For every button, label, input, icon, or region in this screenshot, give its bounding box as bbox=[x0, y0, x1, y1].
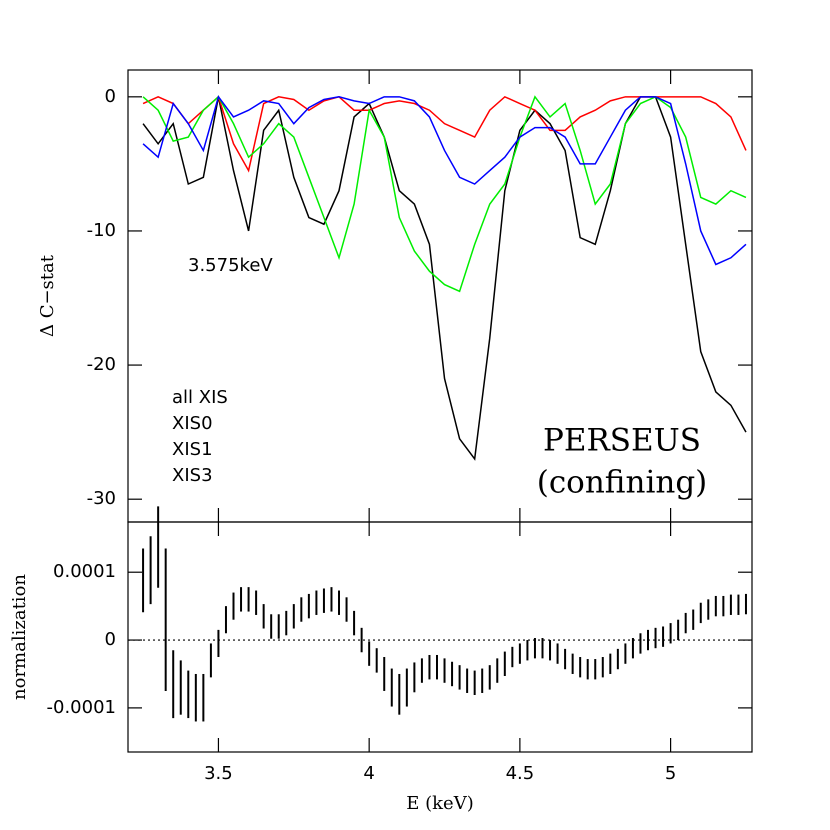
bottom-y-label: normalization bbox=[9, 574, 30, 700]
legend-entry: XIS1 bbox=[172, 439, 213, 460]
y-tick-label: 0.0001 bbox=[53, 561, 116, 582]
y-tick-label: -30 bbox=[87, 488, 116, 509]
annotation: (confining) bbox=[537, 465, 708, 501]
x-tick-label: 4 bbox=[363, 763, 374, 784]
annotation: PERSEUS bbox=[543, 423, 701, 459]
series-line bbox=[142, 95, 747, 173]
annotation: 3.575keV bbox=[188, 255, 273, 276]
x-tick-label: 5 bbox=[665, 763, 676, 784]
x-tick-label: 3.5 bbox=[204, 763, 233, 784]
y-tick-label: -10 bbox=[87, 220, 116, 241]
bottom-frame bbox=[127, 521, 753, 753]
legend-entry: all XIS bbox=[172, 387, 228, 408]
x-tick-label: 4.5 bbox=[506, 763, 535, 784]
y-tick-label: -20 bbox=[87, 354, 116, 375]
series-line bbox=[142, 95, 747, 293]
y-tick-label: 0 bbox=[105, 86, 116, 107]
series-line bbox=[142, 95, 747, 266]
y-tick-label: 0 bbox=[105, 629, 116, 650]
top-y-label: Δ C−stat bbox=[37, 254, 58, 337]
legend-entry: XIS3 bbox=[172, 465, 213, 486]
legend-entry: XIS0 bbox=[172, 413, 213, 434]
y-tick-label: -0.0001 bbox=[47, 697, 116, 718]
x-label: E (keV) bbox=[406, 793, 473, 814]
